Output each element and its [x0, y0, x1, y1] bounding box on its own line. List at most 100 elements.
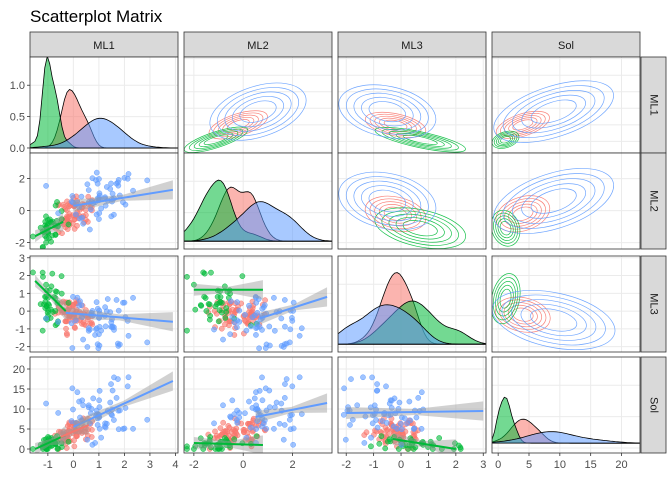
scatter-point	[379, 418, 386, 424]
scatter-point	[41, 301, 47, 308]
scatter-point	[374, 387, 381, 394]
scatter-point	[236, 307, 243, 314]
scatter-point	[43, 315, 49, 322]
facet-label-right: ML3	[648, 293, 660, 314]
scatter-point	[107, 309, 114, 315]
scatter-point	[287, 326, 294, 333]
y-tick-label: 1	[19, 288, 25, 300]
smooth-line	[60, 424, 90, 438]
density-contour	[216, 87, 300, 137]
scatter-point	[200, 269, 207, 276]
scatter-point	[406, 398, 413, 405]
scatter-point	[43, 183, 49, 189]
density-contour	[353, 180, 422, 222]
density-contour	[193, 130, 239, 149]
density-contour	[500, 136, 511, 144]
panel-background	[30, 256, 178, 352]
scatter-point	[273, 399, 280, 406]
scatter-point	[144, 339, 151, 346]
density-contour	[388, 213, 452, 243]
density-contour	[381, 210, 459, 246]
density-contour	[381, 128, 459, 151]
panel-border	[491, 356, 641, 454]
scatter-point	[283, 340, 290, 347]
scatter-point	[71, 443, 78, 450]
scatter-point	[290, 299, 297, 306]
scatter-point	[242, 311, 248, 318]
scatter-point	[85, 193, 92, 200]
density-contour	[345, 176, 429, 226]
scatter-point	[229, 314, 236, 320]
scatter-point	[144, 177, 151, 184]
scatter-point	[218, 325, 225, 332]
scatter-point	[63, 318, 70, 325]
panel-border	[29, 356, 179, 454]
scatter-point	[276, 420, 283, 427]
scatter-point	[52, 308, 59, 314]
density-contour	[402, 134, 438, 145]
scatter-point	[115, 376, 121, 382]
panel-ML1-ML2	[183, 56, 333, 154]
scatter-point	[96, 210, 103, 216]
scatter-point	[68, 418, 75, 424]
scatter-point	[396, 399, 403, 406]
scatter-point	[348, 376, 354, 382]
scatter-point	[388, 397, 395, 404]
scatter-point	[215, 318, 222, 325]
scatter-point	[43, 239, 49, 246]
scatter-point	[113, 297, 120, 303]
density-contour	[493, 168, 615, 234]
scatter-point	[342, 436, 349, 443]
density-contour	[345, 88, 429, 135]
scatter-point	[54, 288, 60, 295]
scatter-point	[290, 441, 296, 448]
scatter-point	[46, 235, 52, 241]
scatter-point	[261, 420, 267, 427]
scatter-point	[361, 440, 368, 446]
scatter-point	[55, 410, 62, 416]
density-contour	[203, 134, 229, 145]
facet-label-top: Sol	[558, 40, 574, 52]
scatter-point	[280, 436, 287, 443]
scatter-point	[130, 425, 136, 432]
x-tick-label: 20	[615, 459, 627, 471]
scatter-point	[227, 413, 233, 420]
scatter-point	[253, 389, 259, 396]
density-contour	[239, 100, 277, 123]
scatter-point	[96, 397, 102, 404]
scatter-point	[102, 202, 109, 209]
scatter-point	[249, 314, 256, 321]
density-contour	[530, 308, 578, 332]
scatter-point	[413, 414, 420, 421]
scatter-point	[253, 433, 260, 440]
scatter-point	[80, 402, 86, 409]
scatter-point	[289, 315, 295, 321]
scatter-point	[43, 400, 49, 407]
y-tick-label: 10	[13, 404, 25, 416]
scatter-point	[58, 273, 65, 279]
scatter-point	[58, 290, 65, 297]
scatter-point	[96, 331, 102, 338]
smooth-line	[193, 442, 263, 446]
scatter-point	[108, 381, 114, 387]
scatter-point	[54, 446, 61, 452]
scatter-point	[383, 383, 389, 390]
scatter-point	[72, 211, 79, 218]
density-contour	[520, 303, 587, 337]
y-tick-label: -2	[15, 342, 25, 354]
scatter-point	[41, 437, 47, 443]
facet-label-right: ML1	[648, 94, 660, 115]
scatter-point	[70, 406, 76, 413]
scatter-point	[340, 411, 347, 418]
x-tick-label: 4	[172, 459, 178, 471]
scatter-point	[111, 327, 117, 333]
density-contour	[217, 114, 259, 135]
scatter-point	[219, 431, 225, 438]
scatter-point	[216, 307, 223, 314]
panel-ML3-ML1	[29, 255, 179, 353]
scatter-point	[229, 397, 236, 404]
scatter-point	[253, 325, 259, 332]
smooth-confidence-band	[260, 287, 328, 325]
scatter-point	[115, 307, 122, 314]
